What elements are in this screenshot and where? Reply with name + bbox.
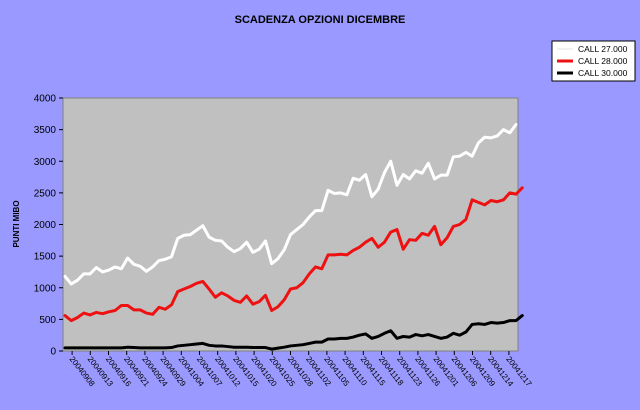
plot-area bbox=[62, 97, 519, 352]
series-lines bbox=[63, 123, 524, 351]
legend: CALL 27.000 CALL 28.000 CALL 30.000 bbox=[551, 40, 636, 82]
y-tick-label: 2500 bbox=[34, 188, 57, 199]
y-axis-label: PUNTI MIBO bbox=[12, 200, 21, 247]
y-tick-label: 3500 bbox=[34, 125, 57, 136]
y-tick-label: 1500 bbox=[34, 252, 57, 263]
series-line-3 bbox=[63, 314, 524, 351]
series-line-2 bbox=[63, 186, 524, 323]
y-tick-label: 500 bbox=[39, 315, 56, 326]
y-tick-label: 4000 bbox=[34, 94, 57, 105]
legend-label-2: CALL 28.000 bbox=[578, 56, 628, 66]
y-tick-label: 2000 bbox=[34, 220, 57, 231]
legend-label-1: CALL 27.000 bbox=[578, 44, 628, 54]
y-axis-ticks: 0 500 1000 1500 2000 2500 3000 3500 4000 bbox=[34, 94, 63, 358]
y-tick-label: 1000 bbox=[34, 283, 57, 294]
chart-title: SCADENZA OPZIONI DICEMBRE bbox=[235, 14, 406, 26]
series-line-1 bbox=[63, 123, 518, 286]
y-tick-label: 0 bbox=[50, 347, 56, 358]
legend-label-3: CALL 30.000 bbox=[578, 68, 628, 78]
y-tick-label: 3000 bbox=[34, 157, 57, 168]
